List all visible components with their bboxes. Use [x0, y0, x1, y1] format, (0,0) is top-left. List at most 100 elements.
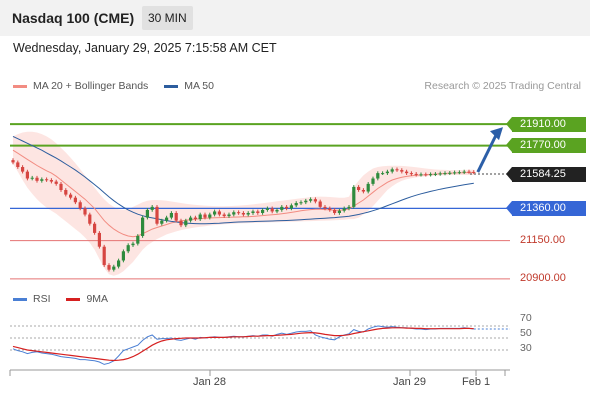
rsi-legend: RSI 9MA: [13, 293, 108, 305]
candle-body: [462, 171, 466, 173]
candle-body: [409, 173, 413, 175]
candle-body: [429, 174, 433, 176]
rsi-ma-swatch: [66, 297, 81, 301]
ma50-line: [12, 135, 474, 225]
candle-body: [289, 205, 293, 209]
resistance-tag-21770: 21770.00: [506, 138, 586, 154]
candle-body: [35, 177, 39, 181]
candle-body: [59, 183, 63, 190]
ma20-line: [12, 149, 474, 238]
candle-body: [73, 197, 77, 203]
candle-body: [294, 203, 298, 206]
candle-body: [141, 217, 145, 236]
x-label-jan28: Jan 28: [193, 376, 227, 388]
candle-body: [299, 202, 303, 204]
candle-body: [361, 190, 365, 192]
candle-body: [280, 206, 284, 210]
x-label-jan29: Jan 29: [393, 376, 427, 388]
bollinger-band-area: [13, 131, 474, 276]
candle-body: [126, 245, 130, 252]
candle-body: [371, 178, 375, 184]
last-price-tag: 21584.25: [506, 166, 586, 182]
candle-body: [433, 173, 437, 175]
candle-body: [395, 169, 399, 171]
instrument-title: Nasdaq 100 (CME): [12, 10, 135, 26]
candle-body: [174, 212, 178, 221]
candle-body: [88, 214, 92, 224]
ma20-legend-item: MA 20 + Bollinger Bands: [13, 80, 148, 92]
rsi-line: [12, 325, 474, 365]
candle-body: [318, 201, 322, 207]
candle-body: [165, 217, 169, 221]
candle-body: [145, 209, 149, 218]
candle-body: [337, 210, 341, 213]
candle-body: [275, 209, 279, 212]
candle-body: [217, 211, 221, 215]
ma50-legend-item: MA 50: [164, 80, 214, 92]
candle-body: [184, 220, 188, 226]
rsi-legend-item: RSI: [13, 293, 51, 305]
rsi-legend-label: RSI: [33, 293, 51, 305]
candle-body: [438, 173, 442, 175]
candle-body: [285, 206, 289, 209]
candle-body: [208, 214, 212, 218]
candle-body: [49, 180, 53, 182]
candle-body: [424, 174, 428, 176]
rsi-tick-30: 30: [520, 342, 532, 354]
candle-body: [376, 173, 380, 179]
candle-body: [198, 214, 202, 220]
candle-body: [309, 199, 313, 201]
candle-body: [400, 170, 404, 172]
candle-body: [193, 217, 197, 220]
rsi-swatch: [13, 297, 27, 301]
candle-body: [261, 209, 265, 213]
candle-body: [443, 173, 447, 175]
candle-body: [241, 212, 245, 215]
rsi-ma-legend-item: 9MA: [66, 293, 108, 305]
candle-body: [385, 171, 389, 174]
candle-body: [30, 177, 34, 179]
candle-body: [97, 232, 101, 247]
candle-body: [237, 212, 241, 214]
candle-body: [333, 209, 337, 213]
candle-body: [160, 220, 164, 224]
ma20-swatch: [13, 84, 27, 88]
chart-header: Nasdaq 100 (CME) 30 MIN: [0, 0, 590, 36]
x-label-feb1: Feb 1: [462, 376, 491, 388]
candle-body: [117, 260, 121, 267]
candle-body: [457, 172, 461, 174]
candle-body: [304, 200, 308, 203]
candle-body: [419, 174, 423, 176]
ma50-legend-label: MA 50: [184, 80, 214, 92]
candle-body: [381, 173, 385, 175]
candle-body: [256, 211, 260, 213]
rsi-ma-legend-label: 9MA: [86, 293, 109, 305]
candle-body: [323, 206, 327, 209]
candle-body: [328, 208, 332, 210]
candle-body: [93, 223, 97, 233]
candle-body: [467, 171, 471, 173]
candle-body: [390, 169, 394, 172]
rsi-tick-70: 70: [520, 312, 532, 324]
candle-body: [472, 171, 476, 173]
rsi-ma-line: [12, 327, 474, 362]
candle-body: [270, 208, 274, 212]
candle-body: [222, 214, 226, 217]
candle-body: [11, 160, 15, 163]
candle-body: [203, 214, 207, 218]
candle-body: [414, 173, 418, 175]
interval-button[interactable]: 30 MIN: [142, 6, 193, 30]
support-label-20900: 20900.00: [520, 271, 566, 284]
candle-body: [102, 246, 106, 266]
candle-body: [54, 181, 58, 184]
candle-body: [366, 183, 370, 192]
candle-body: [45, 179, 49, 181]
candle-body: [227, 214, 231, 217]
candle-body: [448, 172, 452, 174]
candle-body: [251, 211, 255, 213]
candle-body: [265, 208, 269, 210]
candle-body: [347, 206, 351, 209]
candle-body: [78, 202, 82, 209]
ma20-legend-label: MA 20 + Bollinger Bands: [33, 80, 149, 92]
